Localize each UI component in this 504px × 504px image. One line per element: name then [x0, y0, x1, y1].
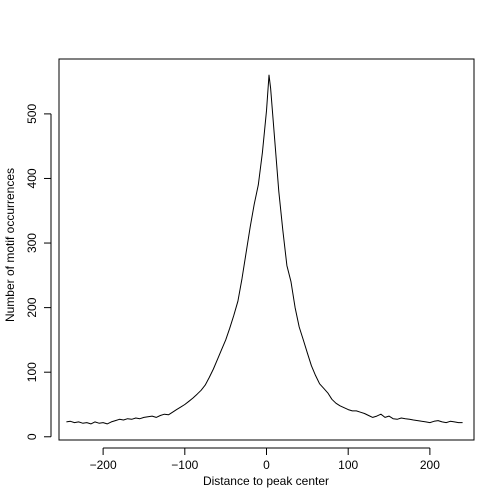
y-tick-label: 200 [25, 297, 39, 317]
y-axis: 0 100 200 300 400 500 [25, 104, 52, 440]
x-axis-label: Distance to peak center [203, 474, 329, 488]
y-tick-label: 300 [25, 233, 39, 253]
series-line [66, 74, 463, 425]
series-layer [66, 74, 463, 425]
y-tick-label: 500 [25, 104, 39, 124]
y-tick-label: 100 [25, 362, 39, 382]
y-axis-label: Number of motif occurrences [3, 168, 17, 322]
x-axis: −200 −100 0 100 200 [90, 447, 440, 472]
y-tick-label: 400 [25, 168, 39, 188]
x-tick-label: 100 [338, 458, 358, 472]
plot-frame [58, 58, 475, 441]
x-tick-label: −200 [90, 458, 117, 472]
x-tick-label: 0 [263, 458, 270, 472]
x-tick-label: 200 [420, 458, 440, 472]
x-tick-label: −100 [171, 458, 198, 472]
y-tick-label: 0 [25, 433, 39, 440]
